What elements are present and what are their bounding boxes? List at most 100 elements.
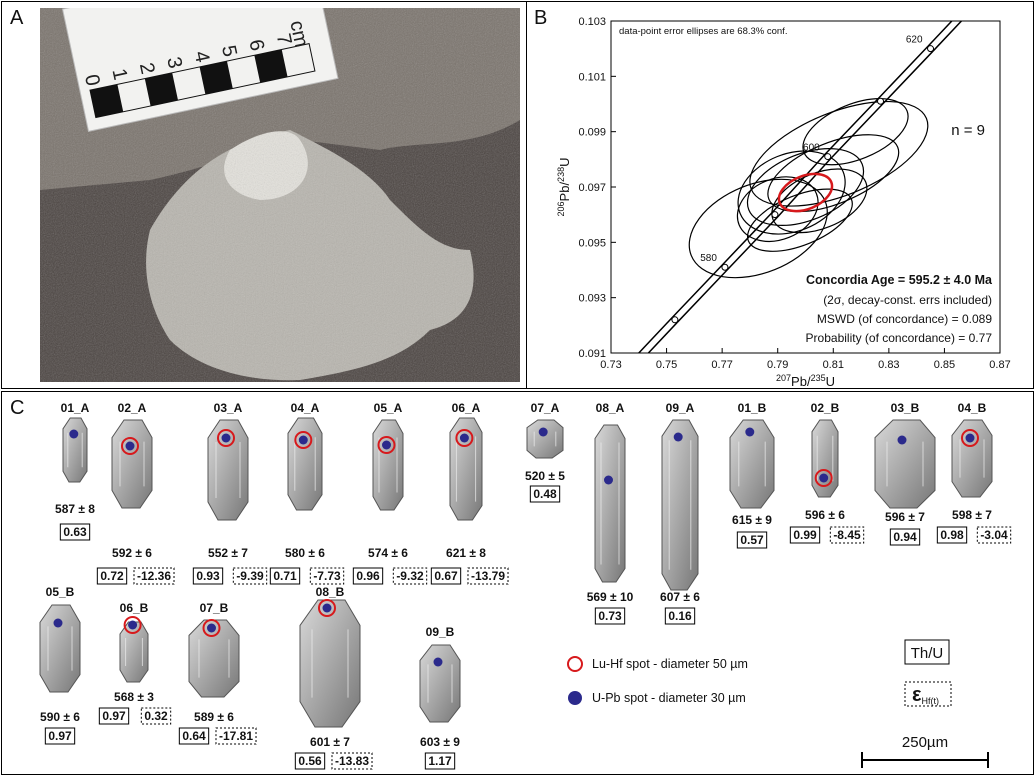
figure: A B C 01234567cm 0.730.750.770.790.810.8…: [0, 0, 1035, 776]
grain-label: 08_A: [596, 401, 625, 415]
grain-label: 01_B: [738, 401, 767, 415]
grain-age: 603 ± 9: [420, 735, 460, 749]
grain-age: 615 ± 9: [732, 513, 772, 527]
th-u: 0.57: [740, 533, 764, 547]
grain-label: 04_A: [291, 401, 320, 415]
x-tick-label: 0.79: [767, 359, 788, 371]
grain-age: 568 ± 3: [114, 690, 154, 704]
x-tick-label: 0.75: [656, 359, 677, 371]
grain-label: 02_A: [118, 401, 147, 415]
panel-label: A: [10, 7, 24, 29]
u-pb-spot: [54, 619, 63, 628]
ehf-sub: Hf(t): [922, 696, 940, 706]
y-tick-label: 0.097: [578, 182, 606, 194]
ehf: -17.81: [219, 729, 253, 743]
y-tick-label: 0.101: [578, 71, 606, 83]
axis-label-sup: 206: [556, 201, 566, 216]
y-tick-label: 0.091: [578, 348, 606, 360]
th-u: 0.99: [793, 528, 817, 542]
grain-age: 587 ± 8: [55, 502, 95, 516]
grain-age: 598 ± 7: [952, 508, 992, 522]
grain-label: 01_A: [61, 401, 90, 415]
u-pb-spot: [819, 474, 828, 483]
axis-label-sup: 238: [556, 167, 566, 182]
th-u: 0.98: [940, 528, 964, 542]
result-line: (2σ, decay-const. errs included): [823, 293, 992, 307]
grain-age: 580 ± 6: [285, 546, 325, 560]
axis-label-sup: 207: [776, 373, 791, 383]
result-line: MSWD (of concordance) = 0.089: [817, 312, 992, 326]
grain-age: 569 ± 10: [587, 590, 634, 604]
grain-age: 621 ± 8: [446, 546, 486, 560]
n-label: n = 9: [951, 122, 985, 139]
grain-image: [40, 605, 80, 692]
x-tick-label: 0.83: [878, 359, 899, 371]
th-u: 0.97: [48, 729, 72, 743]
u-pb-spot: [434, 658, 443, 667]
th-u: 0.64: [182, 729, 206, 743]
grain-label: 05_B: [46, 585, 75, 599]
u-pb-spot: [966, 434, 975, 443]
y-tick-label: 0.093: [578, 293, 606, 305]
age-marker: [772, 212, 778, 218]
y-tick-label: 0.103: [578, 16, 606, 28]
th-u: 0.63: [63, 525, 87, 539]
u-pb-spot: [222, 434, 231, 443]
panel-label: B: [534, 7, 547, 29]
u-pb-spot: [128, 621, 137, 630]
grain-age: 592 ± 6: [112, 546, 152, 560]
age-marker-label: 600: [803, 143, 820, 154]
grain-label: 03_B: [891, 401, 920, 415]
grain-image: [112, 420, 152, 508]
age-marker: [928, 46, 934, 52]
th-u: 0.56: [298, 754, 322, 768]
ehf: -13.79: [471, 569, 505, 583]
u-pb-spot: [745, 428, 754, 437]
ehf: -3.04: [980, 528, 1008, 542]
ehf: -9.39: [236, 569, 264, 583]
axis-label-part: Pb/: [791, 374, 811, 389]
result-title: Concordia Age = 595.2 ± 4.0 Ma: [806, 273, 993, 287]
th-u: 0.67: [434, 569, 458, 583]
ehf: -8.45: [833, 528, 861, 542]
grain-label: 07_A: [531, 401, 560, 415]
th-u: 0.93: [196, 569, 220, 583]
grain-age: 596 ± 6: [805, 508, 845, 522]
grain-image: [595, 425, 625, 582]
axis-label-part: U: [557, 158, 572, 167]
axis-label-part: Pb/: [557, 182, 572, 202]
grain-label: 03_A: [214, 401, 243, 415]
th-u: 0.48: [533, 487, 557, 501]
u-pb-spot: [674, 433, 683, 442]
grain-label: 09_A: [666, 401, 695, 415]
x-tick-label: 0.77: [711, 359, 732, 371]
u-pb-spot: [460, 434, 469, 443]
x-tick-label: 0.73: [600, 359, 621, 371]
y-tick-label: 0.099: [578, 127, 606, 139]
chart-note: data-point error ellipses are 68.3% conf…: [619, 26, 787, 37]
grain-image: [373, 420, 403, 510]
th-u: 0.71: [273, 569, 297, 583]
age-marker: [722, 264, 728, 270]
grain-image: [300, 600, 360, 727]
x-tick-label: 0.85: [934, 359, 955, 371]
grain-label: 04_B: [958, 401, 987, 415]
ehf: -13.83: [335, 754, 369, 768]
age-marker: [672, 317, 678, 323]
x-tick-label: 0.81: [823, 359, 844, 371]
grain-age: 596 ± 7: [885, 510, 925, 524]
th-u: 0.72: [100, 569, 124, 583]
th-u: 0.94: [893, 530, 917, 544]
grain-age: 520 ± 5: [525, 469, 565, 483]
grain-image: [662, 420, 698, 590]
u-pb-spot: [323, 604, 332, 613]
u-pb-spot: [898, 436, 907, 445]
ehf-symbol: ε: [912, 684, 922, 706]
grain-age: 589 ± 6: [194, 710, 234, 724]
legend-th-u: Th/U: [911, 645, 944, 662]
legend-u-pb: [568, 691, 582, 705]
u-pb-spot: [69, 430, 78, 439]
grain-label: 07_B: [200, 601, 229, 615]
ehf: -9.32: [396, 569, 424, 583]
grain-image: [527, 420, 563, 458]
